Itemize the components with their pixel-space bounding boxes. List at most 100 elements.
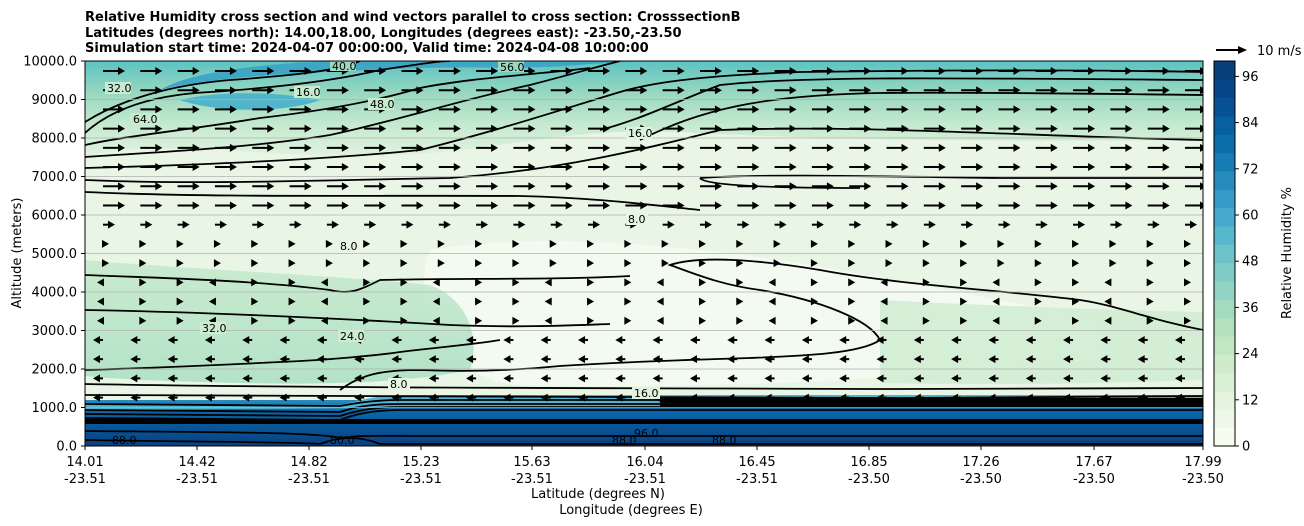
wind-vector-head — [475, 239, 483, 248]
wind-vector-head — [304, 182, 312, 191]
wind-vector-head — [624, 316, 632, 325]
wind-vector-head — [640, 105, 648, 114]
wind-vector-head — [320, 297, 328, 306]
wind-vector-head — [139, 297, 147, 306]
wind-vector-head — [565, 105, 573, 114]
wind-vector-head — [565, 201, 573, 210]
wind-vector-head — [97, 316, 104, 325]
wind-vector-head — [1040, 220, 1048, 229]
wind-vector-head — [288, 239, 296, 248]
wind-vector-head — [1125, 163, 1133, 172]
wind-vector-head — [229, 163, 237, 172]
colorbar-tick-label: 72 — [1242, 162, 1259, 177]
wind-vector-head — [288, 316, 296, 325]
wind-vector-head — [242, 393, 250, 402]
y-tick-label: 1000.0 — [32, 401, 78, 416]
colorbar-level — [1214, 409, 1235, 429]
wind-vector-head — [1050, 182, 1058, 191]
wind-vector-head — [810, 259, 818, 268]
wind-vector-head — [491, 201, 499, 210]
wind-vector-head — [640, 86, 648, 95]
wind-vector-head — [1003, 220, 1011, 229]
wind-vector-head — [354, 393, 362, 402]
wind-vector-head — [316, 374, 324, 383]
wind-vector-head — [267, 67, 275, 75]
wind-vector-head — [1184, 259, 1191, 268]
wind-vector-head — [768, 316, 776, 325]
wind-vector-head — [192, 163, 200, 172]
wind-vector-head — [528, 67, 536, 75]
wind-vector-head — [938, 105, 946, 114]
wind-vectors — [93, 67, 1203, 402]
wind-vector-head — [555, 220, 563, 229]
y-tick-label: 3000.0 — [32, 324, 78, 339]
wind-vector-head — [826, 143, 834, 152]
wind-vector-head — [801, 355, 809, 364]
wind-vector-head — [876, 393, 884, 402]
wind-vector-head — [363, 259, 371, 268]
wind-vector-head — [1200, 201, 1203, 210]
x-tick-label-lat: 16.85 — [850, 455, 887, 470]
colorbar-tick-label: 60 — [1242, 209, 1259, 224]
wind-vector-head — [876, 374, 884, 383]
wind-vector-head — [689, 335, 697, 344]
wind-vector-head — [229, 143, 237, 152]
colorbar-level — [1214, 171, 1235, 190]
wind-vector-head — [528, 201, 536, 210]
wind-vector-head — [466, 374, 474, 383]
x-tick-label-lat: 14.82 — [290, 455, 327, 470]
wind-vector-head — [816, 220, 824, 229]
contour-lines — [85, 61, 1203, 445]
wind-vector-head — [208, 297, 216, 306]
wind-vector-head — [528, 124, 536, 133]
wind-vector-head — [1088, 86, 1096, 95]
wind-vector-head — [640, 143, 648, 152]
wind-vector-head — [938, 124, 946, 133]
wind-vector-head — [1146, 278, 1154, 287]
wind-vector-head — [118, 182, 125, 191]
colorbar-tick-label: 96 — [1242, 70, 1259, 85]
wind-vector-head — [603, 163, 611, 172]
colorbar-level — [1214, 336, 1235, 355]
wind-vector-head — [512, 278, 520, 287]
contour-label-40: 40.0 — [332, 60, 357, 73]
wind-vector-head — [219, 220, 227, 229]
wind-vector-head — [267, 163, 275, 172]
wind-vector-head — [251, 239, 259, 248]
wind-vector-head — [279, 374, 287, 383]
wind-vector-head — [789, 163, 797, 172]
wind-vector-head — [698, 239, 706, 248]
x-tick-label-lon: -23.50 — [960, 472, 1002, 487]
wind-vector-head — [97, 278, 104, 287]
wind-vector-head — [976, 182, 984, 191]
wind-vector-head — [901, 201, 909, 210]
colorbar-level — [1214, 262, 1235, 282]
wind-vector-head — [491, 124, 499, 133]
wind-vector-head — [242, 355, 250, 364]
wind-vector-head — [432, 297, 440, 306]
wind-vector-head — [752, 67, 760, 75]
wind-vector-head — [1063, 355, 1071, 364]
wind-vector-head — [540, 374, 548, 383]
wind-vector-head — [192, 67, 200, 75]
wind-vector-head — [540, 335, 548, 344]
wind-vector-head — [204, 374, 212, 383]
wind-vector-head — [789, 182, 797, 191]
wind-vector-head — [891, 220, 899, 229]
wind-vector-head — [677, 201, 685, 210]
wind-vector-head — [677, 86, 685, 95]
wind-vector-head — [167, 335, 175, 344]
wind-vector-head — [640, 182, 648, 191]
wind-vector-head — [913, 355, 921, 364]
x-tick-label-lat: 14.42 — [178, 455, 215, 470]
wind-vector-head — [1146, 316, 1154, 325]
y-tick-label: 9000.0 — [32, 93, 78, 108]
wind-vector-head — [363, 297, 371, 306]
wind-vector-head — [512, 239, 520, 248]
wind-vector-head — [810, 316, 818, 325]
wind-vector-head — [130, 355, 138, 364]
contour-dense-band — [85, 419, 1203, 424]
contour-label-80: 80.0 — [330, 434, 355, 447]
wind-vector-head — [391, 355, 399, 364]
wind-vector-head — [587, 316, 595, 325]
